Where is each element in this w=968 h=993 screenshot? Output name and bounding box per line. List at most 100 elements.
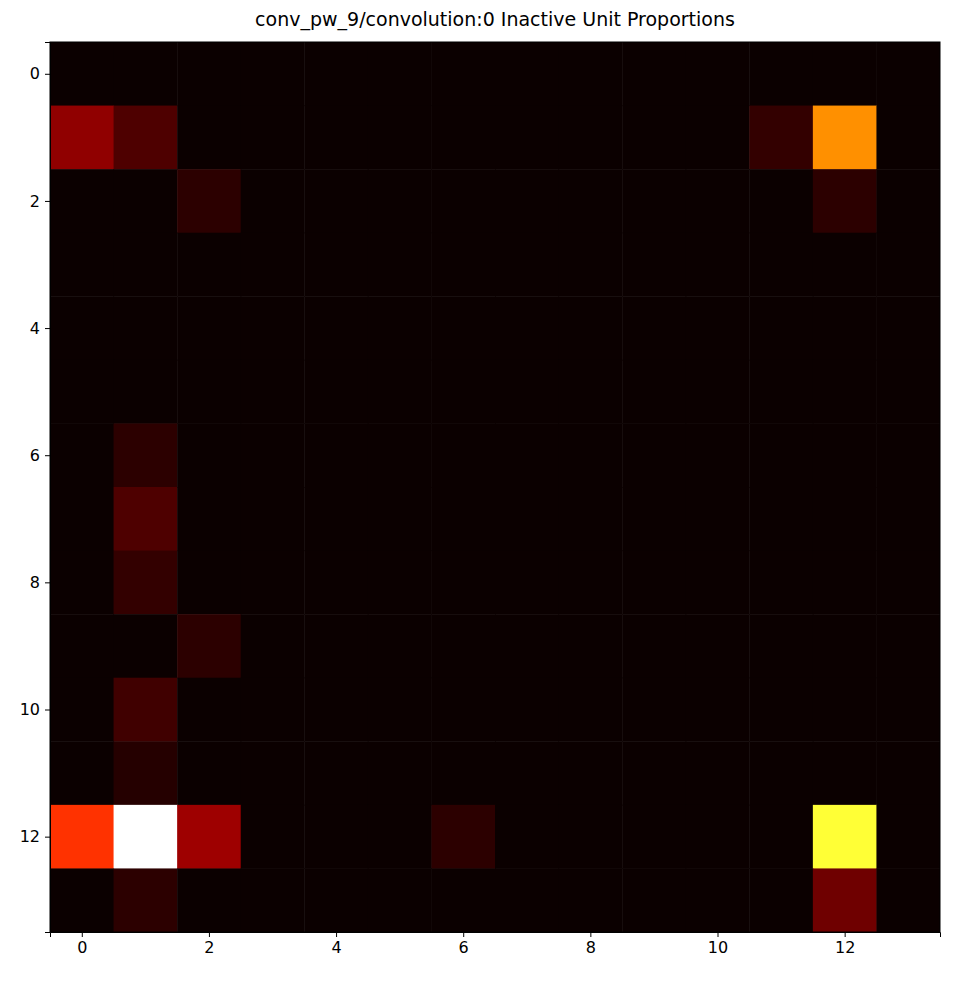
heat-cell <box>368 805 432 869</box>
y-axis: 024681012 <box>20 43 51 933</box>
heat-cell <box>368 233 432 297</box>
heat-cell <box>495 42 559 106</box>
x-tick-label: 12 <box>835 938 855 957</box>
heat-cell <box>813 551 877 615</box>
heat-cell <box>177 487 241 551</box>
y-tick: 4 <box>30 319 50 338</box>
heat-cell <box>559 678 623 742</box>
y-tick-label: 6 <box>30 446 40 465</box>
y-tick: 6 <box>30 446 50 465</box>
heat-cell <box>368 106 432 170</box>
x-tick-mark <box>336 932 337 937</box>
heat-cell <box>304 868 368 932</box>
heat-cell <box>749 805 813 869</box>
heat-cell <box>50 678 114 742</box>
heat-cell <box>686 360 750 424</box>
heat-cell <box>813 741 877 805</box>
heat-cell <box>686 741 750 805</box>
y-tick-label: 10 <box>20 700 40 719</box>
heat-cell <box>876 106 940 170</box>
heat-cell <box>749 360 813 424</box>
heat-cell <box>368 868 432 932</box>
heat-cell <box>813 487 877 551</box>
heat-cell <box>304 106 368 170</box>
heat-cell <box>368 423 432 487</box>
cells <box>50 42 940 932</box>
y-tick: 0 <box>30 64 50 83</box>
x-tick-label: 8 <box>586 938 596 957</box>
heat-cell <box>368 169 432 233</box>
heat-cell <box>431 868 495 932</box>
heat-cell <box>749 233 813 297</box>
heat-cell <box>431 42 495 106</box>
heat-cell <box>622 487 686 551</box>
y-tick-mark <box>45 455 50 456</box>
chart: 024681012024681012conv_pw_9/convolution:… <box>0 0 968 993</box>
heat-cell <box>686 296 750 360</box>
x-tick-mark <box>463 932 464 937</box>
heat-cell <box>559 614 623 678</box>
x-tick-mark <box>718 932 719 937</box>
heat-cell <box>304 614 368 678</box>
heat-cell <box>114 296 178 360</box>
heat-cell <box>495 360 559 424</box>
heat-cell <box>431 169 495 233</box>
heat-cell <box>559 551 623 615</box>
heat-cell <box>114 741 178 805</box>
x-tick-mark <box>590 932 591 937</box>
heat-cell <box>431 233 495 297</box>
x-tick: 10 <box>708 932 728 957</box>
heat-cell <box>559 360 623 424</box>
heat-cell <box>114 551 178 615</box>
heat-cell <box>241 169 305 233</box>
heat-cell <box>177 868 241 932</box>
heat-cell <box>304 42 368 106</box>
y-tick-mark <box>45 710 50 711</box>
heat-cell <box>368 551 432 615</box>
heat-cell <box>50 360 114 424</box>
heat-cell <box>622 233 686 297</box>
heat-cell <box>559 423 623 487</box>
heat-cell <box>241 360 305 424</box>
heat-cell <box>813 169 877 233</box>
heat-cell <box>876 296 940 360</box>
heat-cell <box>622 868 686 932</box>
heat-cell <box>686 678 750 742</box>
heat-cell <box>114 169 178 233</box>
heat-cell <box>431 360 495 424</box>
heat-cell <box>686 169 750 233</box>
heat-cell <box>813 678 877 742</box>
heat-cell <box>813 423 877 487</box>
heat-cell <box>876 42 940 106</box>
heat-cell <box>686 868 750 932</box>
heat-cell <box>50 296 114 360</box>
heat-cell <box>559 233 623 297</box>
heat-cell <box>241 741 305 805</box>
heat-cell <box>114 233 178 297</box>
heat-cell <box>368 487 432 551</box>
heat-cell <box>431 487 495 551</box>
x-tick-mark <box>209 932 210 937</box>
heat-cell <box>559 106 623 170</box>
heat-cell <box>495 423 559 487</box>
heat-cell <box>50 868 114 932</box>
heat-cell <box>622 169 686 233</box>
heat-cell <box>304 741 368 805</box>
x-tick-mark <box>82 932 83 937</box>
heat-cell <box>749 614 813 678</box>
heat-cell <box>749 551 813 615</box>
y-tick-mark <box>45 74 50 75</box>
heat-cell <box>177 360 241 424</box>
heat-cell <box>559 805 623 869</box>
heat-cell <box>177 42 241 106</box>
heat-cell <box>368 42 432 106</box>
y-tick-mark <box>45 582 50 583</box>
heat-cell <box>686 106 750 170</box>
heat-cell <box>495 487 559 551</box>
heat-cell <box>177 805 241 869</box>
heat-cell <box>114 614 178 678</box>
heat-cell <box>304 423 368 487</box>
y-tick-mark <box>45 201 50 202</box>
heat-cell <box>304 169 368 233</box>
heat-cell <box>559 487 623 551</box>
